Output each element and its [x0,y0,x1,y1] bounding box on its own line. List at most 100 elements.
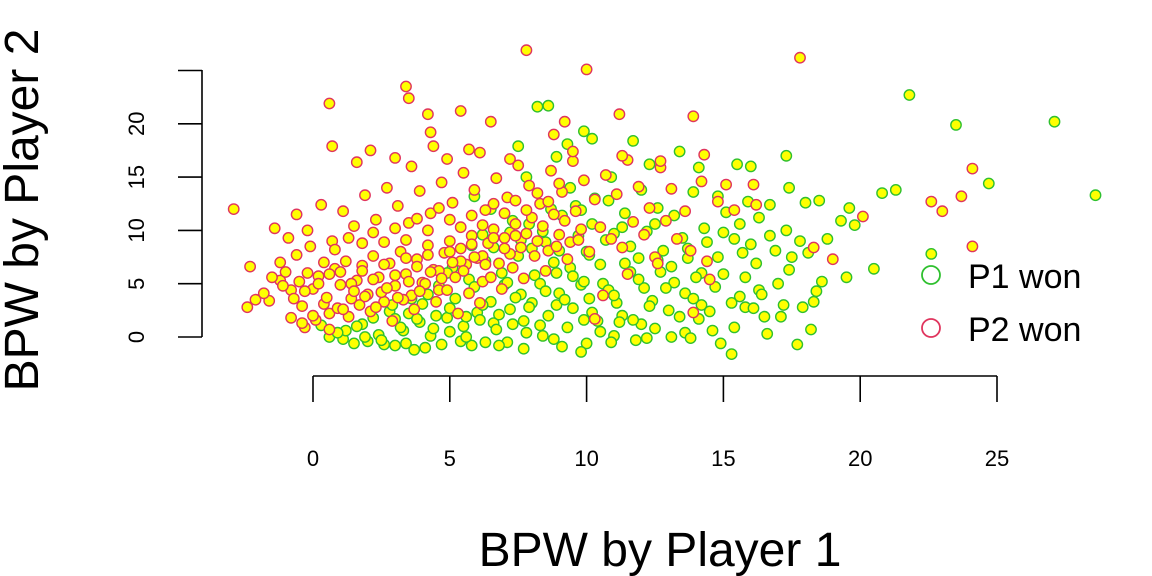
point-p2-won [520,204,533,217]
point-p2-won [266,271,278,284]
point-p2-won [547,128,560,141]
point-p2-won [389,222,401,235]
point-p1-won [542,309,555,322]
point-p1-won [1048,115,1061,128]
point-p2-won [553,228,566,241]
point-p2-won [413,285,426,298]
point-p2-won [966,162,979,175]
point-p1-won [594,258,607,271]
point-p2-won [712,195,724,208]
point-p2-won [359,290,371,303]
point-p2-won [588,312,601,325]
point-p1-won [575,345,587,358]
point-p2-won [955,190,968,203]
point-p1-won [605,336,618,349]
point-p2-won [695,175,708,188]
point-p1-won [725,296,738,309]
point-p2-won [367,273,380,286]
point-p1-won [441,311,453,324]
point-p1-won [427,322,440,335]
point-p2-won [487,231,500,244]
point-p2-won [487,197,500,210]
point-p2-won [326,140,339,153]
point-p1-won [632,273,645,286]
point-p2-won [315,198,328,211]
point-p2-won [421,224,434,237]
point-p2-won [463,287,475,300]
point-p2-won [380,181,393,194]
point-p2-won [359,189,371,202]
point-p2-won [356,264,369,277]
point-p2-won [613,108,626,121]
point-p2-won [402,92,415,105]
point-p2-won [966,240,979,253]
legend-label-p1: P1 won [968,258,1081,296]
point-p2-won [547,208,560,221]
point-p1-won [695,299,708,311]
point-p2-won [542,195,555,208]
point-p2-won [651,257,664,270]
point-p2-won [348,285,360,298]
point-p1-won [783,181,795,194]
point-p1-won [810,285,823,298]
point-p2-won [369,301,382,314]
point-p1-won [520,326,533,339]
point-p2-won [323,307,336,320]
point-p2-won [684,244,697,257]
x-tick-label: 10 [574,446,598,471]
point-p2-won [435,272,448,285]
point-p2-won [545,164,557,177]
point-p1-won [411,312,423,325]
point-p2-won [558,115,571,128]
y-tick-label: 5 [124,278,149,290]
point-p1-won [701,236,713,249]
point-p1-won [567,270,579,283]
point-p2-won [569,205,582,218]
point-p1-won [449,292,462,305]
point-p1-won [638,282,650,294]
point-p2-won [616,241,629,254]
point-p1-won [687,186,700,198]
point-p1-won [805,323,817,336]
point-p2-won [531,235,544,248]
point-p1-won [608,289,620,302]
point-p1-won [465,339,478,352]
point-p2-won [643,202,656,214]
point-p1-won [692,161,705,174]
point-p1-won [578,125,590,138]
point-p2-won [794,51,806,64]
point-p1-won [580,337,593,350]
point-p2-won [244,260,257,273]
point-p1-won [684,332,697,344]
point-p2-won [687,110,700,123]
point-p1-won [665,260,678,273]
point-p2-won [356,237,369,250]
point-p2-won [435,176,448,189]
point-p1-won [665,331,678,343]
point-p1-won [490,323,503,336]
point-p1-won [903,89,916,101]
point-p2-won [528,250,541,262]
point-p1-won [640,332,653,344]
point-p2-won [441,284,453,296]
point-p2-won [424,266,437,278]
point-p1-won [840,271,853,284]
point-p1-won [799,196,812,209]
point-p1-won [558,293,571,306]
point-p2-won [421,108,434,121]
point-p2-won [446,196,459,209]
point-p1-won [657,244,670,257]
point-p2-won [268,222,281,235]
point-p1-won [728,232,741,245]
point-p1-won [517,315,530,327]
point-p2-won [572,234,585,246]
point-p1-won [744,160,757,173]
point-p2-won [241,301,254,314]
point-p2-won [378,236,390,249]
point-p1-won [758,310,771,323]
point-p1-won [528,269,541,282]
point-p2-won [632,180,645,193]
point-p2-won [317,256,330,269]
x-axis: 0 5 10 15 20 25 [307,375,1009,471]
